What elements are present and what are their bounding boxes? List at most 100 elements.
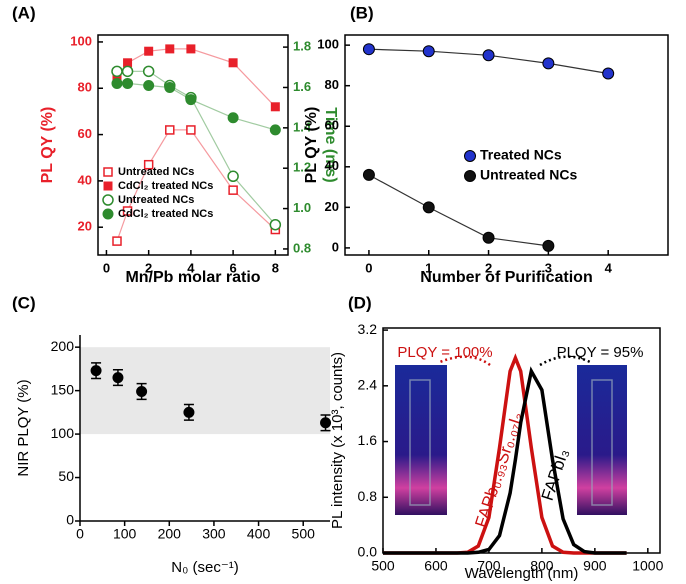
marker bbox=[422, 201, 435, 214]
y-tick-label: 2.4 bbox=[358, 377, 378, 393]
x-tick-label: 100 bbox=[113, 526, 137, 542]
x-tick-label: 2 bbox=[485, 260, 492, 275]
y-axis-label: PL QY (%) bbox=[303, 107, 320, 184]
marker bbox=[90, 365, 102, 377]
marker bbox=[269, 218, 282, 231]
y2-tick-label: 1.0 bbox=[293, 200, 311, 215]
marker bbox=[270, 102, 280, 112]
y-tick-label: 60 bbox=[78, 126, 92, 141]
marker bbox=[320, 417, 332, 429]
marker bbox=[269, 124, 281, 136]
legend-label: Untreated NCs bbox=[118, 166, 194, 178]
marker bbox=[542, 239, 555, 252]
y2-tick-label: 1.2 bbox=[293, 160, 311, 175]
x-tick-label: 900 bbox=[583, 558, 607, 574]
y-tick-label: 1.6 bbox=[358, 432, 378, 448]
y-tick-label: 20 bbox=[78, 219, 92, 234]
legend-label: Treated NCs bbox=[480, 147, 562, 163]
panel-label: (D) bbox=[348, 293, 372, 312]
x-tick-label: 600 bbox=[424, 558, 448, 574]
panel-label: (C) bbox=[12, 293, 36, 312]
marker bbox=[111, 77, 123, 89]
x-tick-label: 4 bbox=[187, 260, 195, 275]
shaded-region bbox=[80, 347, 330, 435]
marker bbox=[186, 125, 196, 135]
x-axis-label: N₀ (sec⁻¹) bbox=[171, 559, 238, 576]
x-tick-label: 6 bbox=[229, 260, 236, 275]
marker bbox=[482, 49, 495, 62]
plot-frame bbox=[97, 34, 289, 256]
y-tick-label: 20 bbox=[325, 199, 339, 214]
legend-label: CdCl₂ treated NCs bbox=[118, 208, 213, 220]
marker bbox=[122, 77, 134, 89]
x-tick-label: 800 bbox=[530, 558, 554, 574]
x-tick-label: 1000 bbox=[632, 558, 663, 574]
y-tick-label: 0 bbox=[66, 512, 74, 528]
marker bbox=[482, 231, 495, 244]
y-tick-label: 200 bbox=[51, 338, 75, 354]
legend-label: Untreated NCs bbox=[118, 194, 194, 206]
legend-marker bbox=[102, 208, 114, 220]
y2-tick-label: 0.8 bbox=[293, 240, 311, 255]
marker bbox=[142, 65, 155, 78]
y-tick-label: 0.8 bbox=[358, 488, 378, 504]
marker bbox=[165, 44, 175, 54]
x-tick-label: 0 bbox=[365, 260, 372, 275]
y-tick-label: 60 bbox=[325, 118, 339, 133]
y2-axis-label: Time (ms) bbox=[322, 107, 339, 182]
series-line bbox=[368, 174, 549, 247]
marker bbox=[228, 58, 238, 68]
marker bbox=[144, 46, 154, 56]
marker bbox=[183, 406, 195, 418]
marker bbox=[143, 159, 154, 170]
marker bbox=[228, 185, 238, 195]
vial-photo-left bbox=[395, 365, 447, 515]
plot-frame bbox=[382, 327, 661, 554]
marker bbox=[362, 43, 375, 56]
annotation: PLQY = 95% bbox=[557, 344, 644, 361]
x-tick-label: 200 bbox=[158, 526, 182, 542]
y2-tick-label: 1.4 bbox=[293, 119, 312, 134]
y-tick-label: 80 bbox=[78, 80, 92, 95]
panel-label: (B) bbox=[350, 3, 374, 22]
marker bbox=[164, 81, 176, 93]
annotation: PLQY = 100% bbox=[397, 344, 492, 361]
marker bbox=[112, 236, 122, 246]
x-tick-label: 0 bbox=[103, 260, 110, 275]
legend-label: CdCl₂ treated NCs bbox=[118, 180, 213, 192]
x-tick-label: 0 bbox=[76, 526, 84, 542]
legend-marker bbox=[102, 194, 114, 206]
x-tick-label: 500 bbox=[371, 558, 395, 574]
y-tick-label: 100 bbox=[70, 33, 92, 48]
curve-label: FAPbI₃ bbox=[538, 446, 573, 503]
marker bbox=[165, 125, 175, 135]
marker bbox=[136, 385, 148, 397]
plot-frame bbox=[344, 34, 669, 256]
legend-label: Untreated NCs bbox=[480, 167, 577, 183]
marker bbox=[542, 57, 555, 70]
y-axis-label: PL QY (%) bbox=[39, 107, 56, 184]
marker bbox=[143, 79, 155, 91]
y2-tick-label: 1.8 bbox=[293, 39, 311, 54]
x-tick-label: 8 bbox=[272, 260, 279, 275]
y-axis-label: NIR PLQY (%) bbox=[15, 379, 32, 476]
y-axis-label: PL intensity (x 10³, counts) bbox=[329, 352, 346, 529]
panel-label: (A) bbox=[12, 3, 36, 22]
y-tick-label: 0 bbox=[332, 239, 339, 254]
marker bbox=[122, 206, 133, 216]
marker bbox=[227, 170, 239, 183]
x-tick-label: 500 bbox=[292, 526, 316, 542]
legend-marker bbox=[464, 170, 476, 182]
vial-photo-right bbox=[577, 365, 627, 515]
x-axis-label: Mn/Pb molar ratio bbox=[125, 269, 260, 286]
x-axis-label: Wavelength (nm) bbox=[465, 565, 579, 582]
x-tick-label: 400 bbox=[247, 526, 271, 542]
y-tick-label: 150 bbox=[51, 381, 75, 397]
y2-tick-label: 1.6 bbox=[293, 79, 311, 94]
x-tick-label: 1 bbox=[425, 260, 432, 275]
y-tick-label: 50 bbox=[58, 468, 74, 484]
marker bbox=[227, 112, 239, 124]
x-tick-label: 700 bbox=[477, 558, 501, 574]
x-axis-label: Number of Purification bbox=[420, 269, 592, 286]
